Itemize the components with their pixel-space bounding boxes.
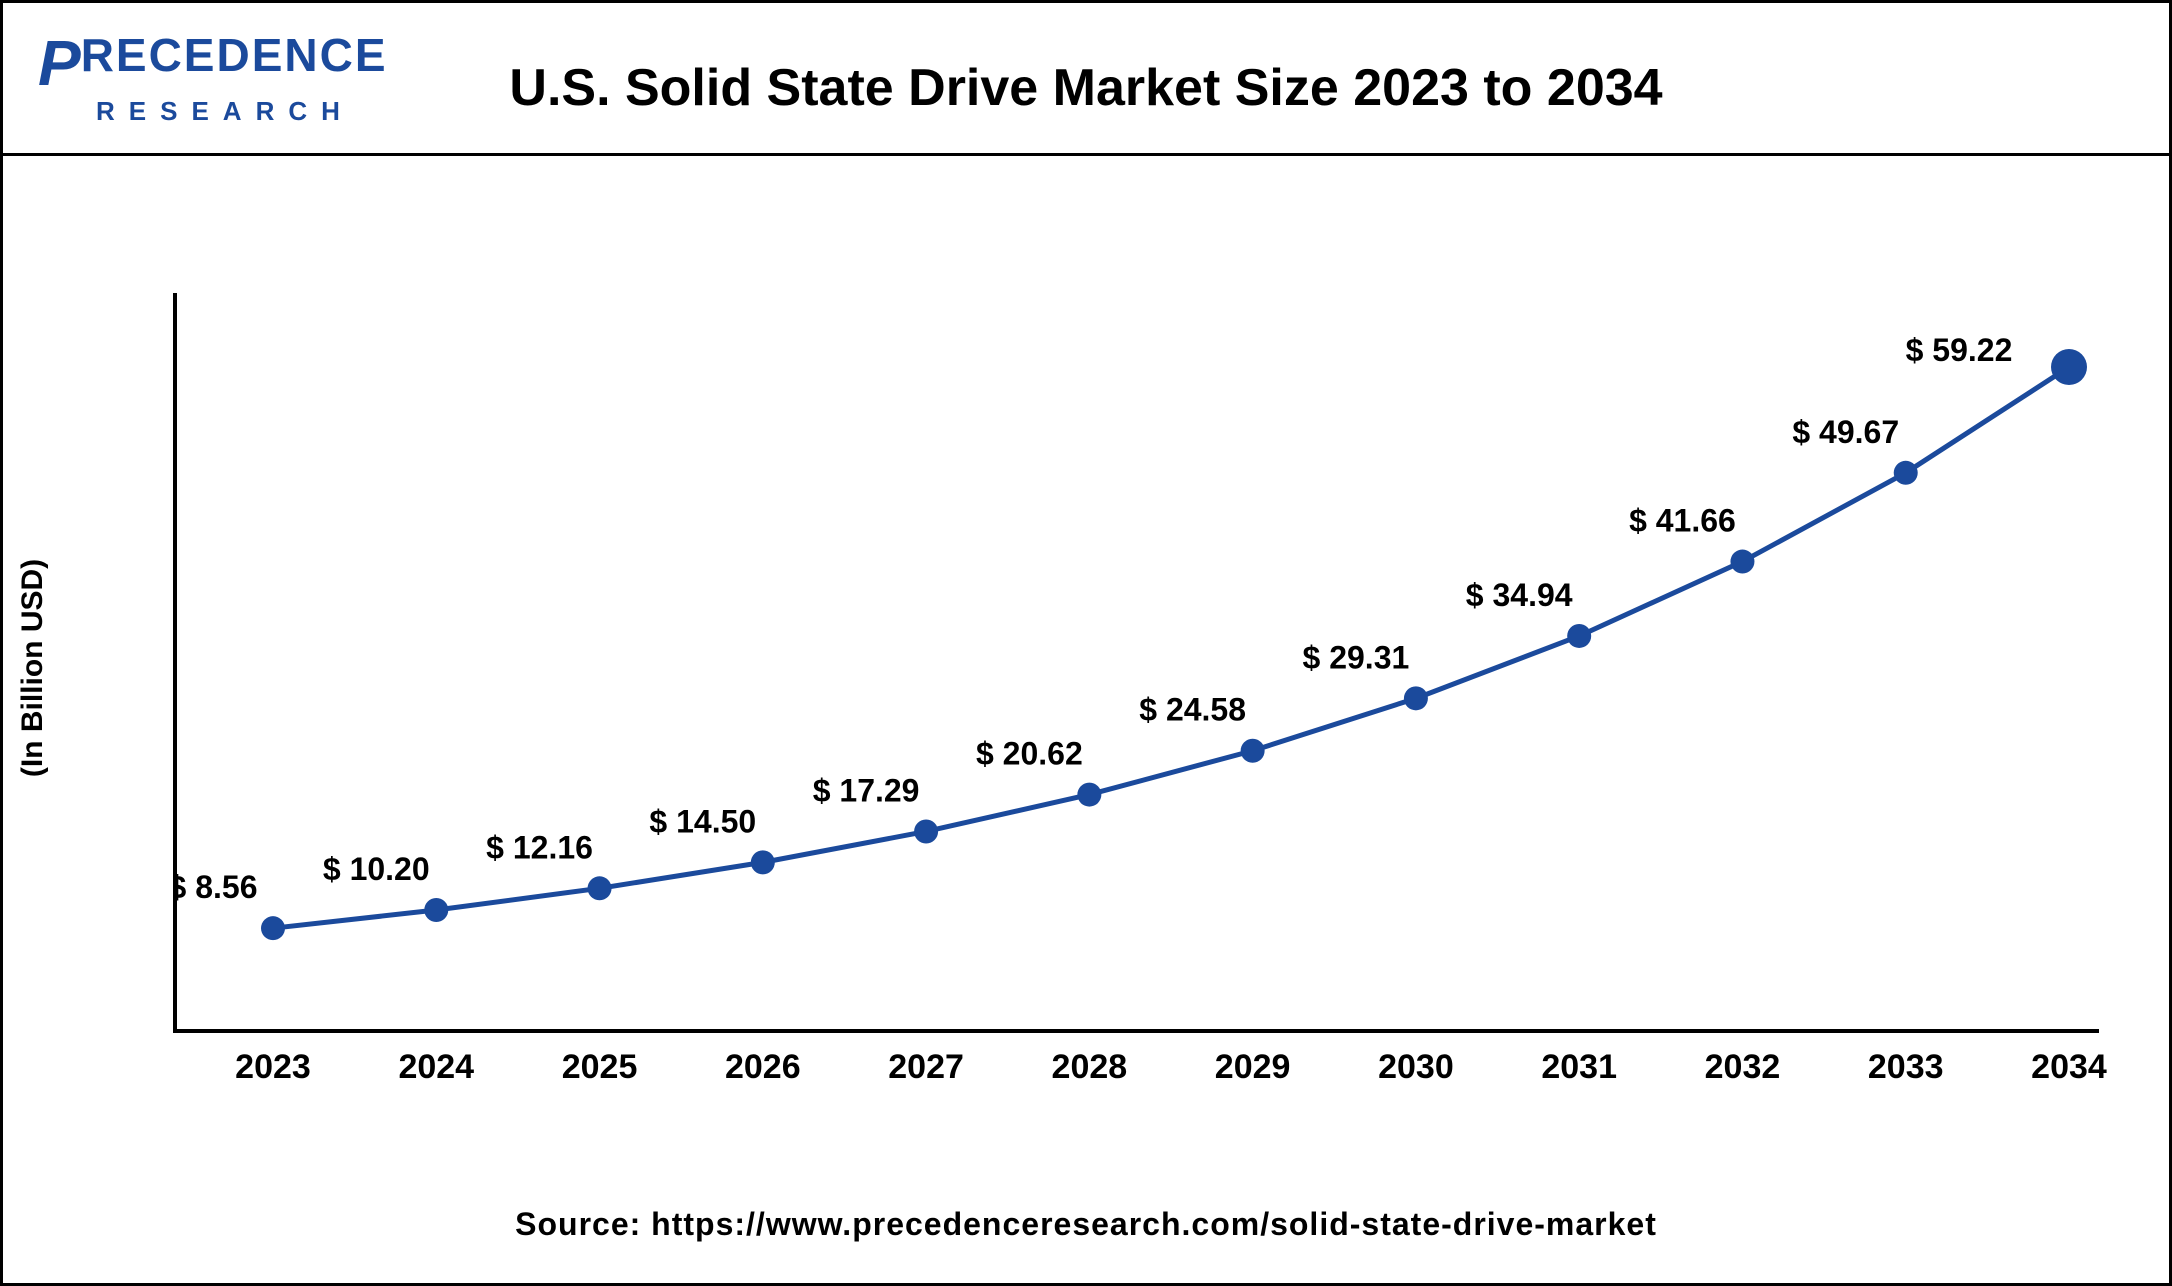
data-label: $ 17.29 — [813, 772, 920, 808]
line-chart-svg: $ 8.56 $ 10.20 $ 12.16 $ 14.50 $ 17.29 $ 20.6… — [173, 293, 2099, 1033]
data-marker — [1567, 624, 1591, 648]
data-marker — [1730, 550, 1754, 574]
data-label: $ 34.94 — [1466, 577, 1573, 613]
x-tick-label: 2032 — [1705, 1048, 1781, 1087]
x-tick-label: 2033 — [1868, 1048, 1944, 1087]
data-marker — [1404, 686, 1428, 710]
data-label: $ 8.56 — [173, 869, 257, 905]
data-marker — [261, 916, 285, 940]
data-marker — [751, 850, 775, 874]
x-tick-label: 2028 — [1052, 1048, 1128, 1087]
x-tick-label: 2027 — [888, 1048, 964, 1087]
data-marker — [1241, 739, 1265, 763]
data-label: $ 20.62 — [976, 736, 1083, 772]
chart-container: PRECEDENCE RESEARCH U.S. Solid State Dri… — [0, 0, 2172, 1286]
x-axis-ticks: 2023 2024 2025 2026 2027 2028 2029 2030 2031 2032… — [173, 1048, 2099, 1098]
data-marker — [588, 876, 612, 900]
data-label: $ 14.50 — [649, 803, 756, 839]
x-tick-label: 2025 — [562, 1048, 638, 1087]
y-axis-label: (In Billion USD) — [16, 559, 50, 777]
data-marker — [1894, 461, 1918, 485]
data-label: $ 29.31 — [1303, 639, 1410, 675]
data-label: $ 10.20 — [323, 851, 430, 887]
x-tick-label: 2030 — [1378, 1048, 1454, 1087]
chart-area: (In Billion USD) $ 8.56$ 10.20$ 12.16$ 1… — [63, 183, 2109, 1153]
data-marker — [424, 898, 448, 922]
data-label: $ 49.67 — [1792, 414, 1899, 450]
plot-area: $ 8.56 $ 10.20 $ 12.16 $ 14.50 $ 17.29 $ 20.6… — [173, 293, 2099, 1033]
x-tick-label: 2034 — [2031, 1048, 2107, 1087]
data-label: $ 41.66 — [1629, 503, 1736, 539]
data-marker — [1077, 783, 1101, 807]
x-tick-label: 2029 — [1215, 1048, 1291, 1087]
data-label: $ 24.58 — [1139, 692, 1246, 728]
x-tick-label: 2026 — [725, 1048, 801, 1087]
data-marker — [2051, 349, 2087, 385]
x-tick-label: 2024 — [398, 1048, 474, 1087]
data-marker — [914, 819, 938, 843]
header: PRECEDENCE RESEARCH U.S. Solid State Dri… — [3, 3, 2169, 156]
data-label: $ 12.16 — [486, 829, 593, 865]
source-text: Source: https://www.precedenceresearch.c… — [3, 1206, 2169, 1243]
x-tick-label: 2023 — [235, 1048, 311, 1087]
data-label: $ 59.22 — [1906, 332, 2013, 368]
x-tick-label: 2031 — [1541, 1048, 1617, 1087]
chart-title: U.S. Solid State Drive Market Size 2023 … — [3, 58, 2169, 118]
